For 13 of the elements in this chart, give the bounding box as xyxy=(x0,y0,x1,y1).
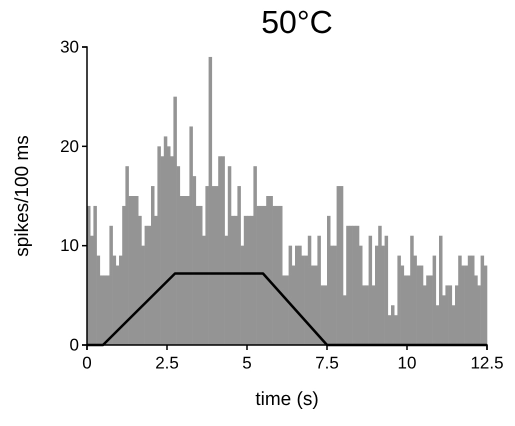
y-tick-label: 20 xyxy=(60,136,79,156)
x-tick-label: 7.5 xyxy=(315,353,339,372)
x-tick-label: 0 xyxy=(82,353,92,372)
x-tick-label: 10 xyxy=(398,353,416,372)
chart-title: 50°C xyxy=(261,4,333,40)
y-tick-label: 0 xyxy=(70,335,79,354)
x-tick-label: 12.5 xyxy=(470,353,504,372)
x-axis-title: time (s) xyxy=(255,389,319,410)
y-tick-label: 30 xyxy=(60,37,79,56)
y-tick-label: 10 xyxy=(60,236,79,256)
x-tick-label: 2.5 xyxy=(155,353,179,372)
y-axis-title: spikes/100 ms xyxy=(12,135,33,257)
x-tick-label: 5 xyxy=(242,353,252,372)
